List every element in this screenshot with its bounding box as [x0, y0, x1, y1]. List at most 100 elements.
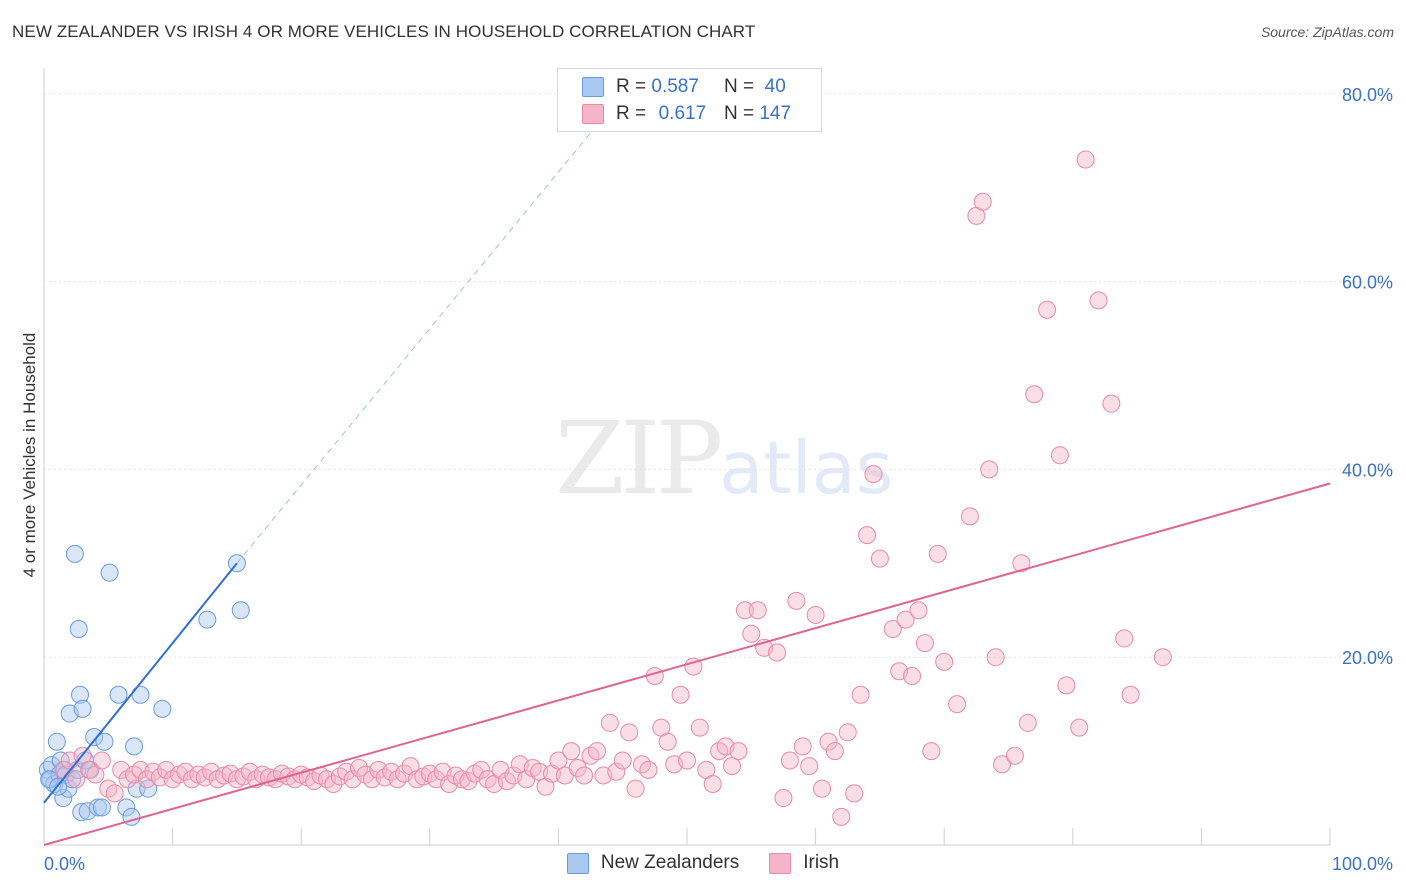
point-irish	[806, 605, 825, 624]
point-irish	[832, 807, 851, 826]
point-irish	[581, 746, 600, 765]
point-irish	[813, 779, 832, 798]
point-new-zealanders	[117, 798, 136, 817]
point-new-zealanders	[131, 685, 150, 704]
point-irish	[575, 766, 594, 785]
legend-row-irish: R = 0.617 N = 147	[582, 102, 791, 126]
point-irish	[1070, 718, 1089, 737]
point-irish	[324, 774, 343, 793]
point-irish	[1005, 746, 1024, 765]
point-irish	[684, 657, 703, 676]
point-irish	[658, 732, 677, 751]
point-irish	[787, 591, 806, 610]
point-irish	[671, 685, 690, 704]
legend-r-value: 0.617	[658, 103, 707, 124]
point-irish	[800, 757, 819, 776]
point-new-zealanders	[78, 802, 97, 821]
point-irish	[613, 751, 632, 770]
point-irish	[478, 770, 497, 789]
watermark-atlas: atlas	[719, 426, 894, 510]
point-irish	[928, 544, 947, 563]
point-irish	[639, 760, 658, 779]
point-irish	[909, 601, 928, 620]
point-irish	[1102, 394, 1121, 413]
series-legend-item-irish[interactable]: Irish	[769, 852, 839, 874]
point-irish	[780, 751, 799, 770]
point-irish	[459, 772, 478, 791]
y-tick-label: 60.0%	[1342, 273, 1393, 293]
series-legend-item-new-zealanders[interactable]: New Zealanders	[566, 852, 740, 874]
point-irish	[690, 718, 709, 737]
point-irish	[1153, 648, 1172, 667]
y-axis-label: 4 or more Vehicles in Household	[20, 332, 39, 578]
x-tick-label: 100.0%	[1332, 854, 1393, 874]
point-irish	[742, 624, 761, 643]
point-new-zealanders	[109, 685, 128, 704]
point-irish	[935, 652, 954, 671]
point-irish	[401, 757, 420, 776]
point-irish	[1038, 300, 1057, 319]
series-label-new-zealanders: New Zealanders	[600, 852, 740, 873]
point-irish	[851, 685, 870, 704]
point-irish	[1025, 385, 1044, 404]
point-irish	[845, 784, 864, 803]
legend-n-label: N =	[723, 103, 755, 124]
point-irish	[1089, 291, 1108, 310]
legend-r-label: R =	[616, 103, 647, 124]
point-irish	[99, 779, 118, 798]
legend-n-value: 147	[759, 103, 792, 124]
point-irish	[118, 770, 137, 789]
legend-r-value: 0.587	[651, 76, 699, 97]
point-irish	[710, 742, 729, 761]
point-irish	[903, 666, 922, 685]
point-new-zealanders	[65, 544, 84, 563]
point-new-zealanders	[92, 798, 111, 817]
correlation-legend: R = 0.587 N = 40 R = 0.617 N = 147	[557, 68, 822, 132]
series-swatch-irish	[769, 852, 792, 874]
y-tick-label: 80.0%	[1342, 85, 1393, 105]
watermark: ZIPatlas	[555, 400, 893, 517]
legend-r-label: R =	[616, 76, 647, 97]
point-irish	[105, 784, 124, 803]
point-irish	[915, 634, 934, 653]
point-new-zealanders	[153, 699, 172, 718]
point-irish	[980, 460, 999, 479]
point-irish	[729, 742, 748, 761]
point-irish	[67, 770, 86, 789]
point-new-zealanders	[100, 563, 119, 582]
point-irish	[549, 751, 568, 770]
trend-line-new-zealanders-extension	[236, 93, 624, 564]
point-irish	[793, 737, 812, 756]
point-irish	[620, 723, 639, 742]
point-irish	[568, 759, 587, 777]
point-irish	[1121, 685, 1140, 704]
trend-line-irish	[43, 482, 1331, 846]
trend-line-new-zealanders	[43, 562, 238, 804]
point-new-zealanders	[71, 685, 90, 704]
point-irish	[819, 732, 838, 751]
point-irish	[864, 465, 883, 484]
series-label-irish: Irish	[803, 852, 840, 873]
point-irish	[536, 777, 555, 796]
x-tick-label: 0.0%	[44, 854, 85, 874]
point-new-zealanders	[139, 779, 158, 798]
point-new-zealanders	[231, 601, 250, 620]
point-new-zealanders	[89, 798, 108, 817]
chart-title: NEW ZEALANDER VS IRISH 4 OR MORE VEHICLE…	[12, 22, 756, 41]
point-irish	[993, 755, 1012, 774]
point-irish	[80, 760, 99, 779]
point-new-zealanders	[72, 803, 91, 822]
point-irish	[1115, 629, 1134, 648]
point-new-zealanders	[95, 732, 114, 751]
point-irish	[350, 759, 369, 777]
point-irish	[607, 762, 626, 781]
point-irish	[1050, 446, 1069, 465]
point-irish	[562, 742, 581, 761]
point-new-zealanders	[40, 770, 59, 789]
point-irish	[723, 757, 742, 776]
point-irish	[960, 507, 979, 526]
legend-row-new-zealanders: R = 0.587 N = 40	[582, 75, 786, 99]
point-irish	[587, 742, 606, 761]
y-tick-label: 20.0%	[1342, 648, 1393, 668]
point-new-zealanders	[69, 620, 88, 639]
